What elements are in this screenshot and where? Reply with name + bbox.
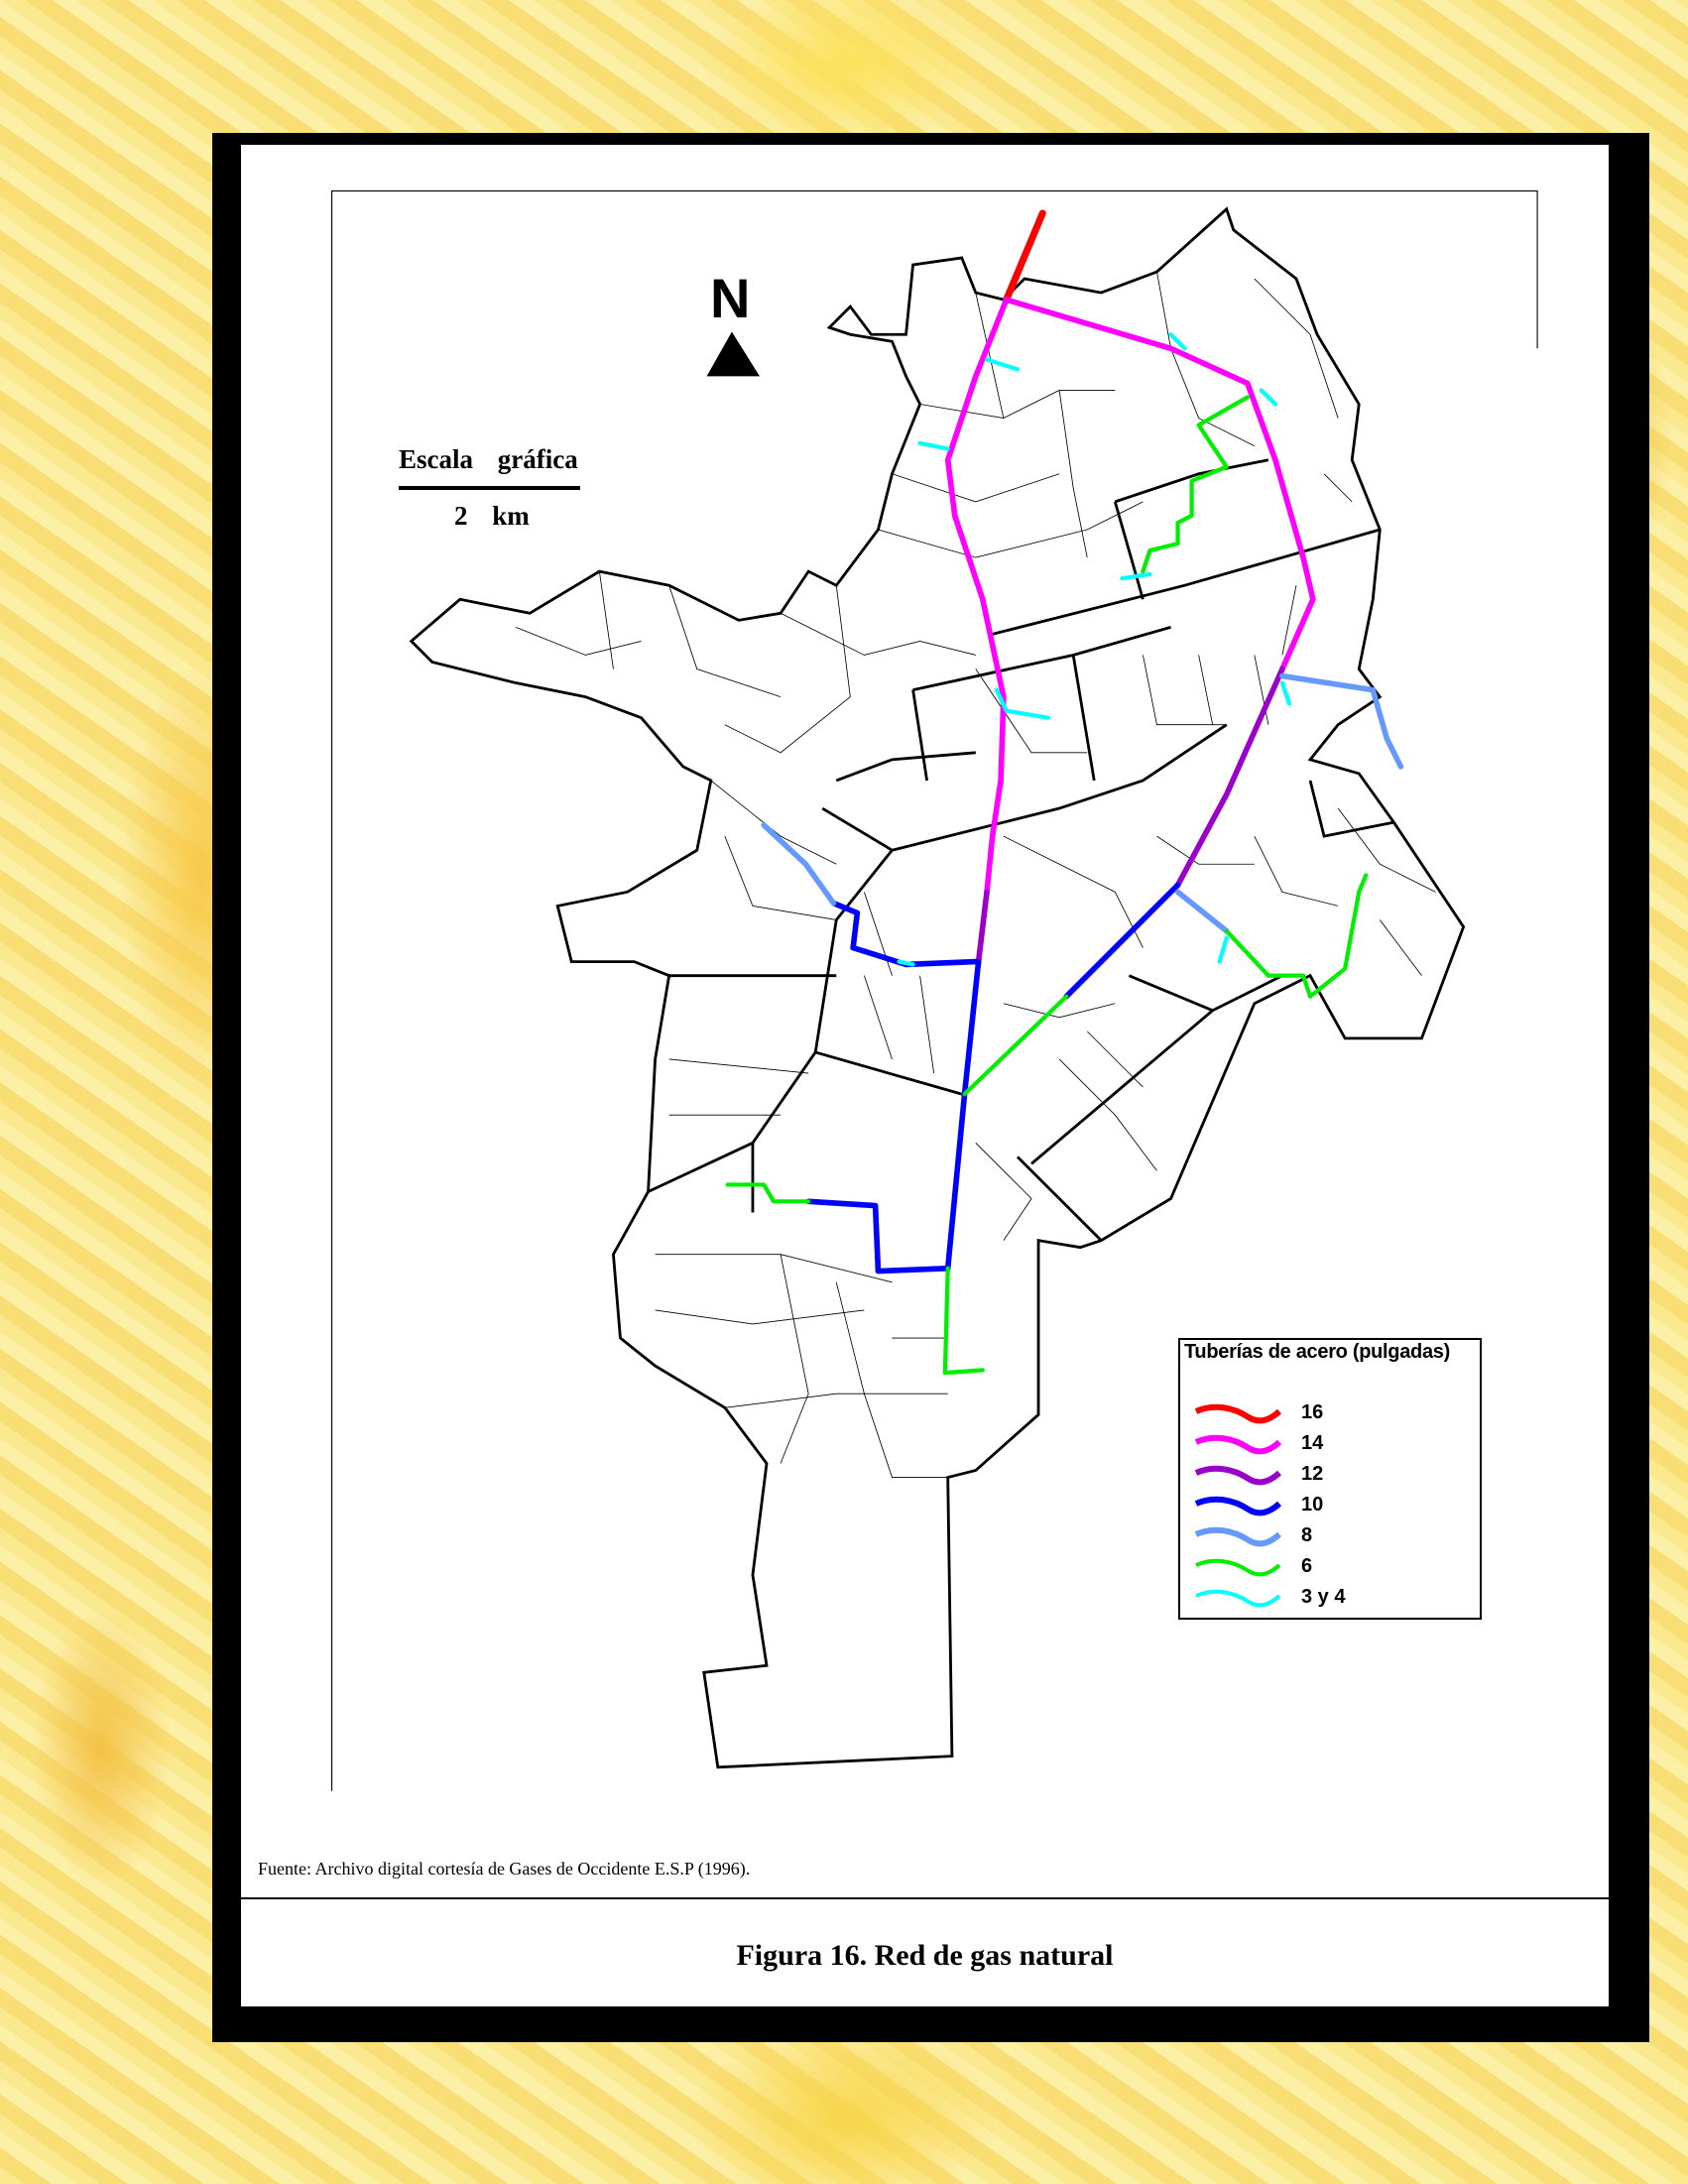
legend-swatch [1194, 1403, 1282, 1424]
legend-item: 6 [1194, 1553, 1452, 1583]
city-outline [409, 206, 1466, 1769]
legend-item: 3 y 4 [1194, 1584, 1452, 1614]
district-boundaries [647, 458, 1394, 1242]
legend-item: 12 [1194, 1461, 1452, 1491]
legend: Tuberías de acero (pulgadas) 16 14 12 10 8 6 3… [1178, 1338, 1482, 1620]
pipe-10in [805, 958, 982, 1274]
pipe-16in [1003, 209, 1046, 303]
legend-swatch [1194, 1434, 1282, 1455]
legend-item: 10 [1194, 1492, 1452, 1521]
legend-item: 16 [1194, 1399, 1452, 1429]
pipe-6in [942, 1266, 985, 1376]
legend-swatch [1194, 1526, 1282, 1547]
source-note: Fuente: Archivo digital cortesía de Gase… [258, 1859, 751, 1879]
pipe-14in-east [1003, 297, 1316, 672]
legend-item: 14 [1194, 1430, 1452, 1460]
pipe-14in-west [944, 297, 1010, 896]
legend-swatch [1194, 1496, 1282, 1517]
pipe-6in [1224, 873, 1369, 999]
pipe-6in [725, 1182, 811, 1204]
map-frame [331, 189, 1538, 1791]
scale-bar [399, 486, 580, 490]
legend-label: 3 y 4 [1301, 1586, 1346, 1608]
legend-swatch [1195, 1558, 1281, 1577]
divider [240, 1897, 1610, 1899]
legend-label: 12 [1301, 1463, 1324, 1485]
pipe-10in [830, 900, 979, 968]
pipe-6in [962, 994, 1069, 1097]
pipe-6in [1141, 395, 1250, 574]
pipelines [725, 209, 1404, 1376]
legend-item: 8 [1194, 1522, 1452, 1552]
pipe-8in [1174, 889, 1230, 934]
legend-swatch [1195, 1589, 1281, 1608]
legend-label: 8 [1301, 1524, 1313, 1546]
north-label: N [710, 267, 751, 329]
pipe-3-4in [897, 332, 1292, 967]
figure-caption: Figura 16. Red de gas natural [736, 1939, 1114, 1972]
north-arrow-icon [706, 331, 760, 377]
pipe-8in [761, 822, 837, 907]
legend-label: 6 [1301, 1555, 1313, 1577]
pipe-12in [975, 889, 990, 965]
scale-label: Escala gráfica [399, 444, 578, 474]
legend-label: 16 [1301, 1401, 1324, 1423]
scale-value: 2 km [454, 501, 530, 531]
legend-label: 10 [1301, 1494, 1324, 1516]
block-boundaries [515, 271, 1436, 1478]
pipe-10in [1063, 882, 1181, 1000]
pipe-8in [1279, 672, 1404, 770]
legend-title: Tuberías de acero (pulgadas) [1184, 1341, 1450, 1363]
pipe-12in [1174, 666, 1285, 889]
legend-label: 14 [1301, 1432, 1324, 1454]
legend-swatch [1194, 1465, 1282, 1486]
